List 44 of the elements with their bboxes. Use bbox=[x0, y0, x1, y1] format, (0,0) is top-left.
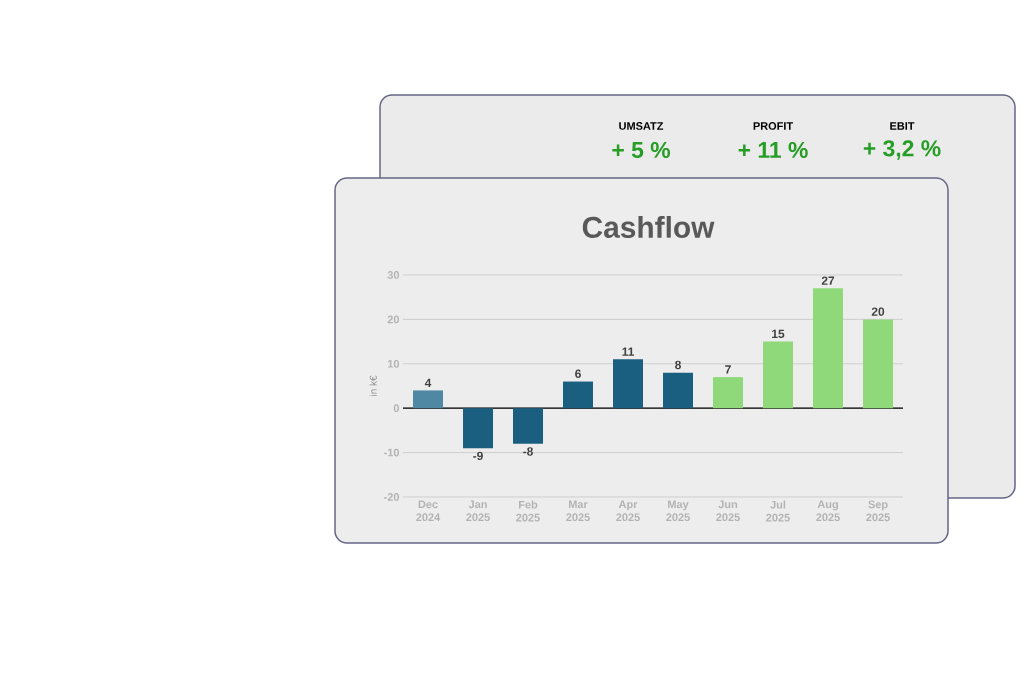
y-tick-label: 20 bbox=[387, 315, 400, 324]
text: + 11 % bbox=[738, 141, 808, 159]
bar bbox=[713, 377, 744, 409]
chart-title: Cashflow bbox=[582, 216, 715, 238]
x-tick-label: Jan 2025 bbox=[466, 500, 490, 522]
bar bbox=[463, 408, 494, 449]
data-label: 27 bbox=[821, 276, 835, 285]
data-label: 11 bbox=[622, 347, 634, 356]
data-label: 8 bbox=[675, 360, 681, 370]
x-tick-label: Mar 2025 bbox=[566, 500, 590, 522]
data-label: 7 bbox=[725, 365, 731, 374]
text: UMSATZ bbox=[619, 122, 664, 130]
x-tick-label: Jul 2025 bbox=[766, 500, 790, 522]
data-label: -8 bbox=[523, 447, 533, 456]
x-tick-label: May 2025 bbox=[666, 500, 690, 522]
y-tick-label: -10 bbox=[384, 448, 400, 457]
text: + 3,2 % bbox=[863, 140, 941, 160]
data-label: -9 bbox=[473, 451, 483, 461]
bar bbox=[413, 390, 444, 409]
x-tick-label: Aug 2025 bbox=[816, 500, 840, 522]
data-label: 4 bbox=[424, 378, 432, 387]
bar bbox=[763, 341, 794, 409]
y-tick-label: 10 bbox=[387, 359, 400, 368]
bar bbox=[813, 288, 844, 409]
y-tick-label: 30 bbox=[387, 271, 400, 279]
bar bbox=[513, 408, 544, 444]
text: EBIT bbox=[890, 122, 915, 130]
bar bbox=[563, 381, 594, 409]
data-label: 15 bbox=[772, 329, 785, 339]
bar bbox=[863, 319, 894, 409]
data-label: 20 bbox=[871, 307, 885, 316]
x-tick-label: Dec 2024 bbox=[416, 500, 441, 522]
bar bbox=[663, 372, 694, 409]
y-tick-label: 0 bbox=[393, 404, 400, 413]
x-tick-label: Jun 2025 bbox=[716, 500, 740, 522]
text: + 5 % bbox=[612, 141, 671, 159]
data-label: 6 bbox=[575, 369, 581, 379]
x-tick-label: Sep 2025 bbox=[866, 500, 890, 522]
x-tick-label: Apr 2025 bbox=[616, 500, 640, 522]
y-axis-title: in k€ bbox=[369, 375, 377, 396]
text: PROFIT bbox=[753, 122, 793, 130]
x-tick-label: Feb 2025 bbox=[516, 500, 540, 522]
bar bbox=[613, 359, 644, 409]
y-tick-label: -20 bbox=[384, 493, 400, 501]
